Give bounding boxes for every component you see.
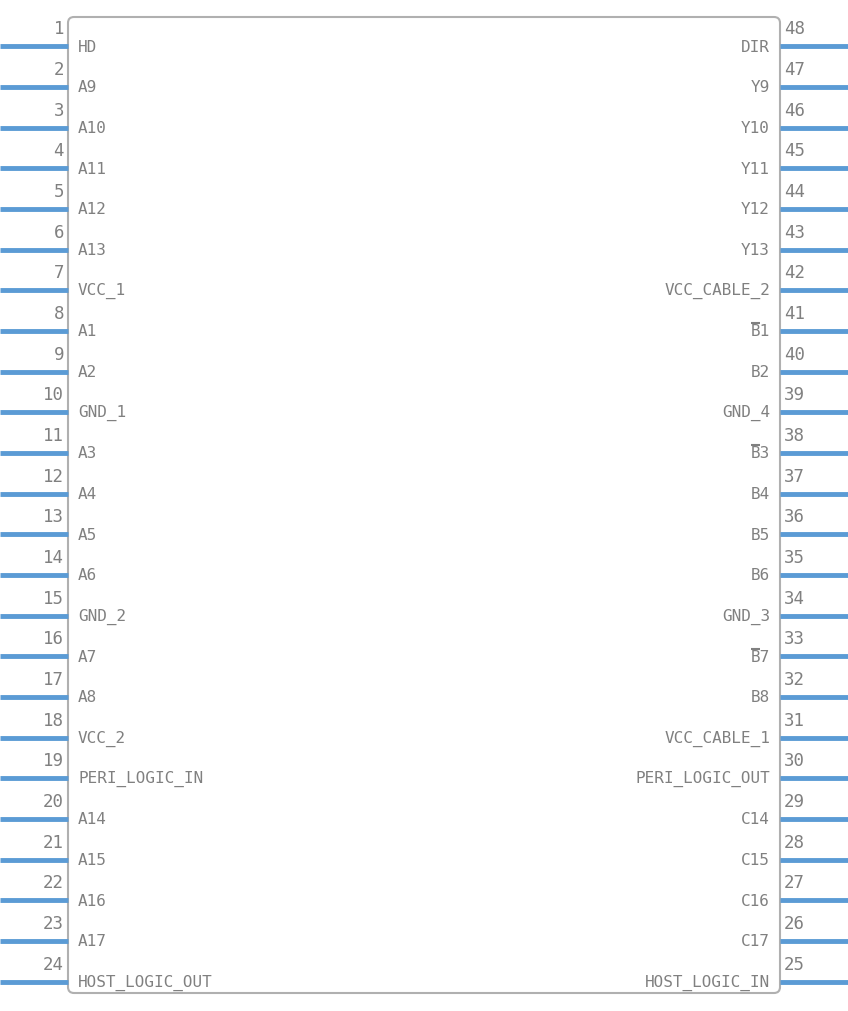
Text: B7: B7 (750, 649, 770, 664)
Text: 30: 30 (784, 751, 805, 769)
Text: 33: 33 (784, 630, 805, 648)
Text: A11: A11 (78, 162, 107, 177)
Text: C17: C17 (741, 933, 770, 948)
Text: 7: 7 (53, 264, 64, 282)
Text: 45: 45 (784, 143, 805, 160)
Text: 29: 29 (784, 793, 805, 810)
Text: 15: 15 (43, 589, 64, 608)
Text: 19: 19 (43, 751, 64, 769)
Text: A1: A1 (78, 325, 98, 339)
Text: 25: 25 (784, 954, 805, 973)
Text: C16: C16 (741, 893, 770, 908)
Text: A6: A6 (78, 568, 98, 583)
Text: Y9: Y9 (750, 80, 770, 95)
Text: Y13: Y13 (741, 243, 770, 258)
Text: 13: 13 (43, 508, 64, 526)
Text: HD: HD (78, 39, 98, 55)
Text: A14: A14 (78, 812, 107, 827)
Text: GND_2: GND_2 (78, 608, 126, 624)
Text: 14: 14 (43, 549, 64, 566)
Text: GND_1: GND_1 (78, 404, 126, 421)
Text: 20: 20 (43, 793, 64, 810)
Text: VCC_1: VCC_1 (78, 283, 126, 299)
Text: PERI_LOGIC_OUT: PERI_LOGIC_OUT (635, 770, 770, 787)
Text: 28: 28 (784, 833, 805, 851)
Text: PERI_LOGIC_IN: PERI_LOGIC_IN (78, 770, 204, 787)
Text: 17: 17 (43, 670, 64, 688)
Text: 39: 39 (784, 386, 805, 404)
Text: 26: 26 (784, 914, 805, 932)
Text: A9: A9 (78, 80, 98, 95)
Text: VCC_CABLE_2: VCC_CABLE_2 (664, 283, 770, 299)
Text: Y12: Y12 (741, 202, 770, 217)
Text: 38: 38 (784, 427, 805, 445)
Text: 32: 32 (784, 670, 805, 688)
Text: 6: 6 (53, 223, 64, 242)
Text: A4: A4 (78, 486, 98, 501)
Text: 27: 27 (784, 874, 805, 892)
Text: 36: 36 (784, 508, 805, 526)
Text: 12: 12 (43, 467, 64, 485)
Text: 35: 35 (784, 549, 805, 566)
Text: VCC_CABLE_1: VCC_CABLE_1 (664, 730, 770, 746)
Text: A7: A7 (78, 649, 98, 664)
Text: A13: A13 (78, 243, 107, 258)
Text: 34: 34 (784, 589, 805, 608)
Text: 22: 22 (43, 874, 64, 892)
Text: 3: 3 (53, 102, 64, 119)
Text: 11: 11 (43, 427, 64, 445)
Text: A16: A16 (78, 893, 107, 908)
Text: Y11: Y11 (741, 162, 770, 177)
Text: A17: A17 (78, 933, 107, 948)
Text: 4: 4 (53, 143, 64, 160)
Text: Y10: Y10 (741, 121, 770, 135)
Text: A12: A12 (78, 202, 107, 217)
Text: 43: 43 (784, 223, 805, 242)
Text: 1: 1 (53, 20, 64, 38)
Text: 48: 48 (784, 20, 805, 38)
Text: 24: 24 (43, 954, 64, 973)
Text: 41: 41 (784, 304, 805, 323)
Text: 8: 8 (53, 304, 64, 323)
Text: A8: A8 (78, 690, 98, 705)
Text: B6: B6 (750, 568, 770, 583)
FancyBboxPatch shape (68, 18, 780, 993)
Text: C15: C15 (741, 852, 770, 867)
Text: B3: B3 (750, 446, 770, 461)
Text: 42: 42 (784, 264, 805, 282)
Text: 46: 46 (784, 102, 805, 119)
Text: B4: B4 (750, 486, 770, 501)
Text: GND_4: GND_4 (722, 404, 770, 421)
Text: B8: B8 (750, 690, 770, 705)
Text: HOST_LOGIC_OUT: HOST_LOGIC_OUT (78, 974, 213, 990)
Text: 44: 44 (784, 183, 805, 201)
Text: 2: 2 (53, 61, 64, 79)
Text: B2: B2 (750, 365, 770, 380)
Text: B1: B1 (750, 325, 770, 339)
Text: 21: 21 (43, 833, 64, 851)
Text: A15: A15 (78, 852, 107, 867)
Text: VCC_2: VCC_2 (78, 730, 126, 746)
Text: 16: 16 (43, 630, 64, 648)
Text: 5: 5 (53, 183, 64, 201)
Text: 40: 40 (784, 346, 805, 363)
Text: A5: A5 (78, 528, 98, 542)
Text: 9: 9 (53, 346, 64, 363)
Text: A2: A2 (78, 365, 98, 380)
Text: 47: 47 (784, 61, 805, 79)
Text: DIR: DIR (741, 39, 770, 55)
Text: A10: A10 (78, 121, 107, 135)
Text: 18: 18 (43, 711, 64, 729)
Text: 31: 31 (784, 711, 805, 729)
Text: B5: B5 (750, 528, 770, 542)
Text: 10: 10 (43, 386, 64, 404)
Text: A3: A3 (78, 446, 98, 461)
Text: 23: 23 (43, 914, 64, 932)
Text: HOST_LOGIC_IN: HOST_LOGIC_IN (644, 974, 770, 990)
Text: C14: C14 (741, 812, 770, 827)
Text: 37: 37 (784, 467, 805, 485)
Text: GND_3: GND_3 (722, 608, 770, 624)
